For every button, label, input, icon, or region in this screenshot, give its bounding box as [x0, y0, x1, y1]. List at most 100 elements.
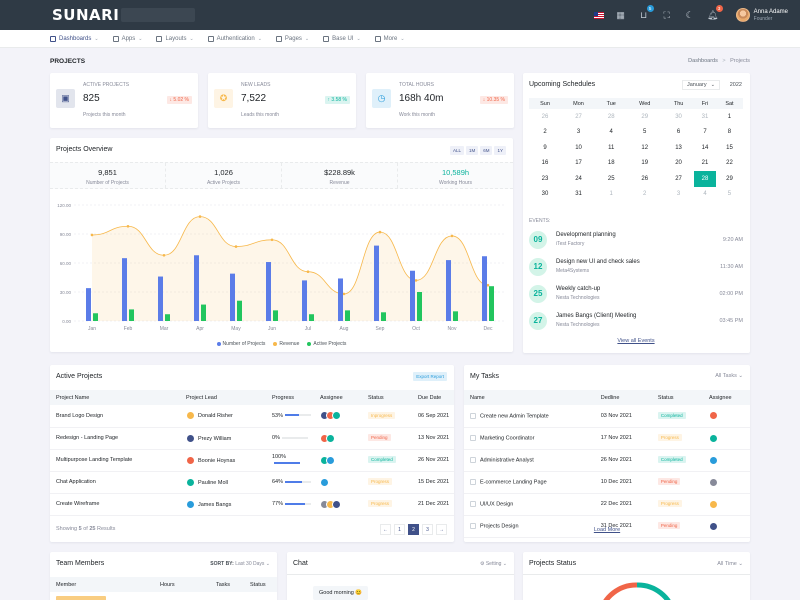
calendar-day[interactable]: 3: [576, 129, 581, 136]
calendar-day[interactable]: 11: [608, 144, 615, 151]
nav-item-layouts[interactable]: Layouts ⌄: [156, 35, 194, 42]
nav-item-authentication[interactable]: Authentication ⌄: [207, 35, 262, 42]
table-row[interactable]: Marketing Coordinator 17 Nov 2021 Progress: [464, 427, 750, 450]
legend-item[interactable]: Revenue: [273, 341, 299, 347]
calendar-day[interactable]: 14: [701, 144, 709, 151]
calendar-day[interactable]: 30: [541, 191, 549, 198]
avatar[interactable]: [708, 521, 718, 531]
filter-all[interactable]: ALL: [449, 146, 464, 155]
table-row[interactable]: Create Wireframe James Bangs 77% Progress 21…: [50, 493, 454, 516]
table-row[interactable]: UI/UX Design 22 Dec 2021 Progress: [464, 493, 750, 516]
calendar-day[interactable]: 29: [726, 175, 733, 182]
nav-item-apps[interactable]: Apps ⌄: [112, 35, 142, 42]
calendar-day[interactable]: 19: [641, 160, 649, 167]
calendar-day[interactable]: 27: [575, 113, 582, 120]
page-button[interactable]: 1: [394, 524, 405, 535]
calendar-day[interactable]: 1: [609, 191, 613, 198]
apps-grid-icon[interactable]: ▦: [616, 10, 625, 20]
column-header[interactable]: Assignee: [702, 390, 750, 405]
calendar-day[interactable]: 12: [641, 144, 649, 151]
cart-icon[interactable]: ⊔ 5: [638, 5, 654, 21]
us-flag-icon[interactable]: [593, 11, 604, 19]
column-header[interactable]: Due Date: [412, 390, 454, 405]
task-checkbox[interactable]: [470, 456, 476, 463]
event-item[interactable]: 12 Design new UI and check sales Meta4Syst…: [529, 256, 743, 278]
calendar-day[interactable]: 7: [703, 129, 707, 136]
event-item[interactable]: 25 Weekly catch-up Nesta Technologies 02:00…: [529, 283, 743, 305]
table-row[interactable]: Multipurpose Landing Template Boonie Hoyn…: [50, 449, 454, 472]
calendar-day[interactable]: 31: [575, 191, 582, 198]
calendar-day[interactable]: 27: [675, 175, 682, 182]
legend-item[interactable]: Number of Projects: [216, 341, 265, 347]
calendar-day[interactable]: 17: [575, 160, 582, 167]
event-item[interactable]: 09 Development planning iTest Factory 9:20 …: [529, 229, 743, 251]
column-header[interactable]: Status: [362, 390, 412, 405]
calendar-day[interactable]: 21: [701, 160, 709, 167]
breadcrumb-parent[interactable]: Dashboards: [688, 58, 718, 64]
calendar-day[interactable]: 3: [676, 191, 681, 198]
calendar-day[interactable]: 20: [675, 160, 682, 167]
task-checkbox[interactable]: [470, 522, 476, 529]
export-report-button[interactable]: Export Report: [413, 372, 447, 381]
page-button[interactable]: 3: [422, 524, 433, 535]
load-more-link[interactable]: Load More: [593, 527, 621, 533]
calendar-day[interactable]: 4: [703, 191, 707, 198]
filter-1m[interactable]: 1M: [465, 146, 479, 155]
calendar-day[interactable]: 5: [643, 129, 647, 136]
calendar-day[interactable]: 31: [701, 113, 709, 120]
table-row[interactable]: Brand Logo Design Donald Risher 53% Inprogr…: [50, 405, 454, 428]
filter-1y[interactable]: 1Y: [494, 146, 506, 155]
page-button[interactable]: 2: [408, 524, 419, 535]
column-header[interactable]: Status: [244, 577, 277, 592]
column-header[interactable]: Name: [464, 390, 595, 405]
avatar[interactable]: [708, 433, 718, 443]
chat-setting-dropdown[interactable]: ⚙ Setting ⌄: [479, 561, 507, 567]
column-header[interactable]: Member: [50, 577, 154, 592]
search-box[interactable]: [121, 8, 196, 22]
calendar-day-today[interactable]: 28: [694, 171, 716, 187]
calendar-day[interactable]: 18: [607, 160, 615, 167]
calendar-day[interactable]: 26: [541, 113, 549, 120]
dark-mode-icon[interactable]: ☾: [685, 10, 694, 20]
event-item[interactable]: 27 James Bangs (Client) Meeting Nesta Tech…: [529, 310, 743, 332]
avatar[interactable]: [708, 455, 718, 465]
calendar-day[interactable]: 30: [675, 113, 682, 120]
user-menu[interactable]: Anna Adame Founder: [735, 8, 788, 22]
table-row[interactable]: Create new Admin Template 03 Nov 2021 Comp…: [464, 405, 750, 428]
column-header[interactable]: Project Lead: [180, 390, 266, 405]
calendar-day[interactable]: 9: [543, 144, 547, 151]
column-header[interactable]: Progress: [266, 390, 314, 405]
calendar-day[interactable]: 2: [643, 191, 647, 198]
calendar-day[interactable]: 24: [575, 175, 582, 182]
avatar[interactable]: [332, 499, 341, 509]
calendar-day[interactable]: 5: [727, 191, 732, 198]
calendar-day[interactable]: 8: [727, 129, 732, 136]
view-all-events-link[interactable]: View all Events: [617, 338, 655, 344]
nav-item-base-ui[interactable]: Base UI ⌄: [323, 35, 361, 42]
column-header[interactable]: Tasks: [210, 577, 244, 592]
bell-icon[interactable]: 🔔︎ 3: [707, 5, 723, 21]
calendar-day[interactable]: 2: [543, 129, 547, 136]
avatar[interactable]: [320, 477, 329, 487]
month-select[interactable]: January ⌄: [682, 80, 720, 90]
calendar-day[interactable]: 4: [609, 129, 613, 136]
task-checkbox[interactable]: [470, 434, 476, 441]
calendar-day[interactable]: 16: [541, 160, 549, 167]
legend-item[interactable]: Active Projects: [307, 341, 346, 347]
table-row[interactable]: Redesign - Landing Page Prezy William 0% Pe…: [50, 427, 454, 450]
nav-item-dashboards[interactable]: Dashboards ⌄: [50, 35, 99, 42]
avatar[interactable]: [708, 411, 718, 421]
nav-item-more[interactable]: More ⌄: [374, 35, 405, 42]
calendar-day[interactable]: 10: [575, 144, 582, 151]
sort-by-dropdown[interactable]: SORT BY: Last 30 Days ⌄: [210, 561, 270, 567]
prev-page-button[interactable]: ←: [380, 524, 391, 535]
table-row[interactable]: Chat Application Pauline Moll 64% Progress 1…: [50, 471, 454, 494]
next-page-button[interactable]: →: [436, 524, 447, 535]
table-row[interactable]: Administrative Analyst 26 Nov 2021 Complet…: [464, 449, 750, 472]
calendar-day[interactable]: 15: [726, 144, 733, 151]
all-time-dropdown[interactable]: All Time ⌄: [717, 561, 743, 567]
calendar-day[interactable]: 28: [607, 113, 615, 120]
column-header[interactable]: Project Name: [50, 390, 180, 405]
avatar[interactable]: [708, 477, 718, 487]
calendar-day[interactable]: 29: [641, 113, 649, 120]
